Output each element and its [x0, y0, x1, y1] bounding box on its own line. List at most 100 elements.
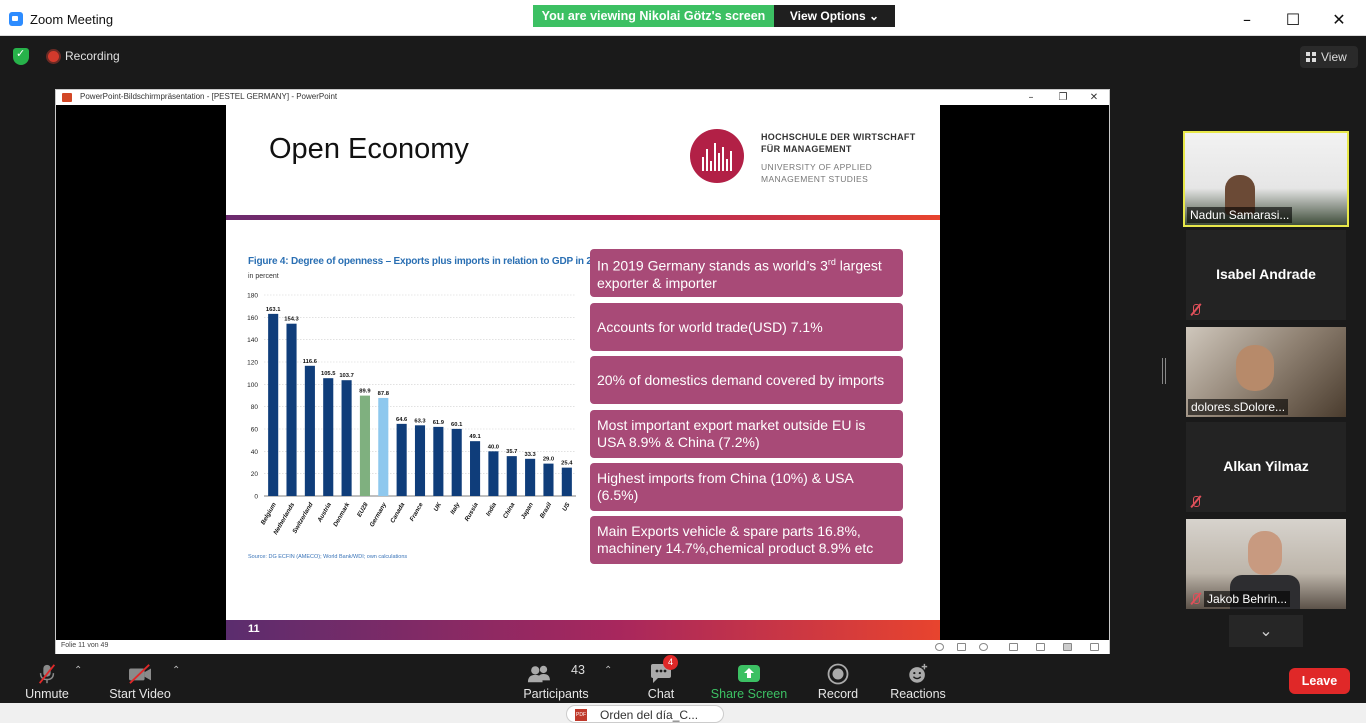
- prev-slide-icon[interactable]: [935, 643, 944, 651]
- participant-tile-2[interactable]: Isabel Andrade: [1186, 230, 1346, 320]
- bar-value-label: 25.4: [561, 461, 573, 467]
- logo-text-primary: HOCHSCHULE DER WIRTSCHAFT FÜR MANAGEMENT: [761, 131, 916, 155]
- unmute-button[interactable]: Unmute: [20, 655, 74, 707]
- hwm-logo-icon: [690, 129, 744, 183]
- video-options-caret-icon[interactable]: ⌃: [172, 665, 181, 676]
- grid-view-icon: [1306, 52, 1316, 62]
- y-tick-label: 40: [251, 449, 259, 456]
- participant-tile-3[interactable]: dolores.sDolore...: [1186, 327, 1346, 417]
- participant-name-1: Nadun Samarasi...: [1187, 207, 1293, 223]
- more-participants-chevron-icon[interactable]: ⌄: [1229, 615, 1303, 647]
- participant-tile-1[interactable]: Nadun Samarasi...: [1183, 131, 1349, 227]
- chat-button[interactable]: 4 Chat: [640, 655, 682, 707]
- bar: [525, 458, 536, 496]
- participants-caret-icon[interactable]: ⌃: [604, 665, 613, 676]
- participant-name-5: Jakob Behrin...: [1204, 591, 1291, 607]
- box5-text: Highest imports from China (10%) & USA (…: [597, 470, 853, 503]
- ppt-close-icon: ✕: [1089, 92, 1099, 103]
- x-tick-label: EU28: [356, 501, 370, 518]
- slide-counter: Folie 11 von 49: [61, 642, 109, 649]
- bar-value-label: 29.0: [543, 457, 554, 463]
- reading-view-icon[interactable]: [1063, 643, 1072, 651]
- reactions-button[interactable]: Reactions: [888, 655, 948, 707]
- slide-footer-stripe: 11: [226, 620, 940, 640]
- slide-menu-icon[interactable]: [957, 643, 966, 651]
- leave-button[interactable]: Leave: [1289, 668, 1350, 694]
- logo-line1: HOCHSCHULE DER WIRTSCHAFT: [761, 132, 916, 142]
- view-label: View: [1321, 50, 1347, 64]
- logo-text-secondary: UNIVERSITY OF APPLIED MANAGEMENT STUDIES: [761, 161, 872, 185]
- pdf-download-chip[interactable]: PDF Orden del día_C...: [566, 705, 724, 723]
- record-label: Record: [817, 687, 859, 701]
- participant-tile-5[interactable]: Jakob Behrin...: [1186, 519, 1346, 609]
- maximize-button[interactable]: ☐: [1285, 10, 1301, 29]
- close-button[interactable]: ✕: [1332, 10, 1346, 29]
- bar-value-label: 61.9: [433, 420, 445, 426]
- viewing-screen-banner: You are viewing Nikolai Götz's screen: [533, 5, 774, 27]
- record-button[interactable]: Record: [814, 655, 862, 707]
- pdf-file-name: Orden del día_C...: [600, 708, 699, 722]
- y-tick-label: 60: [251, 427, 259, 434]
- figure-unit: in percent: [248, 273, 279, 280]
- video-off-icon: [129, 664, 151, 684]
- chat-unread-badge: 4: [663, 655, 678, 670]
- ppt-restore-icon: ❐: [1058, 92, 1068, 103]
- bar: [506, 456, 517, 496]
- bar-value-label: 40.0: [488, 444, 499, 450]
- bar: [378, 397, 389, 496]
- y-tick-label: 160: [247, 315, 258, 322]
- box1-text: In 2019 Germany stands as world’s 3: [597, 257, 828, 274]
- box6-text: Main Exports vehicle & spare parts 16.8%…: [597, 523, 874, 556]
- y-tick-label: 100: [247, 382, 258, 389]
- minimize-button[interactable]: –: [1243, 10, 1251, 29]
- x-tick-label: Italy: [449, 501, 462, 516]
- x-tick-label: Austria: [316, 501, 334, 524]
- bar-value-label: 116.6: [303, 359, 318, 365]
- bar-value-label: 103.7: [339, 373, 354, 379]
- bar: [323, 378, 334, 496]
- bar: [488, 451, 499, 496]
- slide-sorter-icon[interactable]: [1036, 643, 1045, 651]
- logo-line3: UNIVERSITY OF APPLIED: [761, 162, 873, 172]
- shared-powerpoint-window: PowerPoint-Bildschirmpräsentation - [PES…: [55, 89, 1110, 654]
- next-slide-icon[interactable]: [979, 643, 988, 651]
- y-tick-label: 140: [247, 337, 258, 344]
- record-icon: [827, 663, 849, 685]
- view-options-button[interactable]: View Options ⌄: [774, 5, 895, 27]
- share-screen-button[interactable]: Share Screen: [710, 655, 788, 707]
- x-tick-label: China: [502, 501, 517, 520]
- x-tick-label: UK: [433, 501, 444, 513]
- x-tick-label: Germany: [369, 501, 389, 528]
- bar: [433, 426, 444, 496]
- figure-title: Figure 4: Degree of openness – Exports p…: [248, 256, 608, 267]
- slide-number: 11: [248, 623, 260, 635]
- participants-button[interactable]: 43 Participants: [520, 655, 592, 707]
- box2-text: Accounts for world trade(USD) 7.1%: [597, 318, 823, 335]
- participant-tile-4[interactable]: Alkan Yilmaz: [1186, 422, 1346, 512]
- x-tick-label: France: [409, 501, 425, 523]
- panel-resize-handle[interactable]: [1162, 358, 1166, 384]
- bar-value-label: 49.1: [469, 434, 481, 440]
- chevron-down-icon: ⌄: [869, 9, 880, 23]
- security-shield-icon[interactable]: [13, 47, 29, 65]
- box1-superscript: rd: [827, 257, 836, 268]
- slideshow-icon[interactable]: [1090, 643, 1099, 651]
- bar: [341, 380, 352, 496]
- bar-value-label: 154.3: [284, 317, 299, 323]
- x-tick-label: US: [561, 501, 572, 513]
- x-tick-label: India: [485, 501, 499, 517]
- share-screen-icon: [738, 665, 760, 682]
- bar-value-label: 163.1: [266, 307, 281, 313]
- audio-options-caret-icon[interactable]: ⌃: [74, 665, 83, 676]
- bar-value-label: 63.3: [414, 418, 426, 424]
- normal-view-icon[interactable]: [1009, 643, 1018, 651]
- info-box-imports: Highest imports from China (10%) & USA (…: [590, 463, 903, 511]
- participant-video-3: [1236, 345, 1274, 391]
- window-title: Zoom Meeting: [30, 12, 114, 27]
- participants-label: Participants: [523, 687, 589, 701]
- x-tick-label: Denmark: [332, 501, 352, 528]
- box1-text-end: largest exporter & importer: [597, 257, 882, 291]
- view-button[interactable]: View: [1300, 46, 1358, 68]
- start-video-button[interactable]: Start Video: [104, 655, 176, 707]
- participants-icon: [527, 665, 550, 683]
